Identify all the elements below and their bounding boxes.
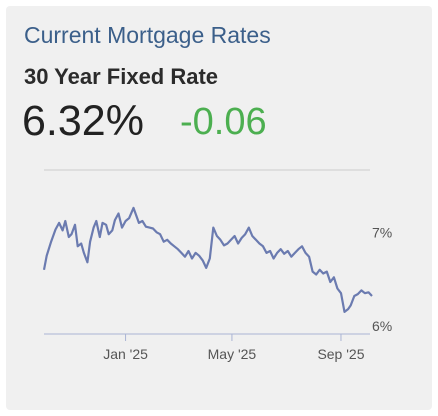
x-tick-label: Sep '25 [317, 346, 364, 362]
mortgage-rates-card [6, 6, 432, 410]
rate-type-label: 30 Year Fixed Rate [24, 64, 219, 89]
current-rate-value: 6.32% [22, 97, 144, 145]
x-tick-label: May '25 [208, 346, 257, 362]
rate-series-line [42, 206, 373, 313]
y-tick-label: 7% [372, 224, 392, 240]
rate-change-value: -0.06 [180, 101, 267, 143]
y-tick-label: 6% [372, 318, 392, 334]
x-tick-label: Jan '25 [103, 346, 148, 362]
card-title[interactable]: Current Mortgage Rates [24, 22, 271, 48]
